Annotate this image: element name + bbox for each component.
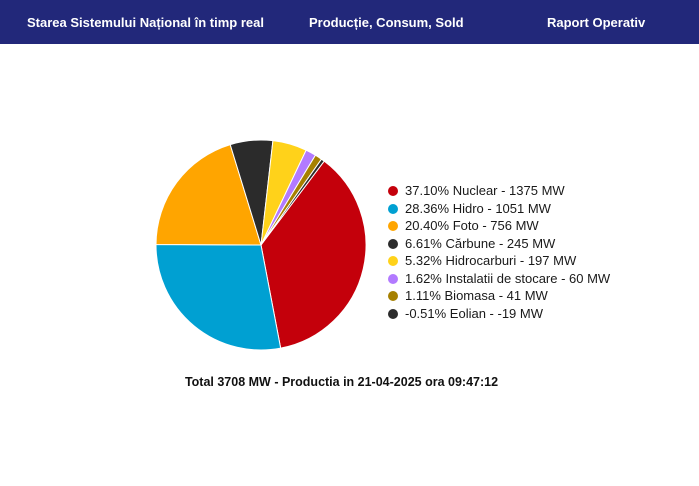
legend-label: 1.62% Instalatii de stocare - 60 MW (405, 270, 611, 286)
legend-label: 20.40% Foto - 756 MW (405, 218, 539, 233)
total-production-text: Total 3708 MW - Productia in 21-04-2025 … (184, 375, 499, 389)
legend-marker-icon (388, 273, 398, 284)
legend-label: 5.32% Hidrocarburi - 197 MW (405, 253, 577, 268)
legend-label: 1.11% Biomasa - 41 MW (405, 288, 548, 303)
legend-item[interactable]: 37.10% Nuclear - 1375 MW (388, 182, 688, 200)
legend-item[interactable]: 5.32% Hidrocarburi - 197 MW (388, 252, 688, 270)
legend-marker-icon (388, 291, 398, 301)
legend-label: 37.10% Nuclear - 1375 MW (405, 183, 565, 198)
legend-marker-icon (388, 186, 398, 196)
legend-label: -0.51% Eolian - -19 MW (405, 305, 543, 321)
pie-slice-foto[interactable] (155, 143, 262, 246)
legend-marker-icon (388, 308, 398, 319)
legend-item[interactable]: 1.11% Biomasa - 41 MW (388, 287, 688, 305)
legend-marker-icon (388, 256, 398, 266)
production-pie-chart (155, 139, 367, 351)
legend-marker-icon (388, 238, 398, 249)
legend-marker-icon (388, 203, 398, 214)
legend-marker-icon (388, 221, 398, 231)
legend-label: 28.36% Hidro - 1051 MW (405, 200, 551, 216)
legend-item[interactable]: 28.36% Hidro - 1051 MW (388, 200, 688, 218)
legend-item[interactable]: 20.40% Foto - 756 MW (388, 217, 688, 235)
chart-legend: 37.10% Nuclear - 1375 MW 28.36% Hidro - 1… (388, 182, 688, 322)
production-chart-area: 37.10% Nuclear - 1375 MW 28.36% Hidro - 1… (0, 44, 699, 486)
pie-slice-nuclear[interactable] (260, 160, 367, 349)
nav-link-raport-operativ[interactable]: Raport Operativ (547, 15, 646, 30)
pie-slice-hidro[interactable] (155, 244, 282, 351)
nav-link-starea-sistemului[interactable]: Starea Sistemului Național în timp real (27, 15, 264, 30)
nav-link-productie-consum-sold[interactable]: Producție, Consum, Sold (309, 15, 464, 30)
pie-slice-eolian[interactable] (260, 158, 325, 246)
legend-item[interactable]: -0.51% Eolian - -19 MW (388, 305, 688, 323)
legend-item[interactable]: 1.62% Instalatii de stocare - 60 MW (388, 270, 688, 288)
top-navigation-bar: Starea Sistemului Național în timp real … (0, 0, 699, 44)
legend-label: 6.61% Cărbune - 245 MW (405, 235, 556, 251)
legend-item[interactable]: 6.61% Cărbune - 245 MW (388, 235, 688, 253)
